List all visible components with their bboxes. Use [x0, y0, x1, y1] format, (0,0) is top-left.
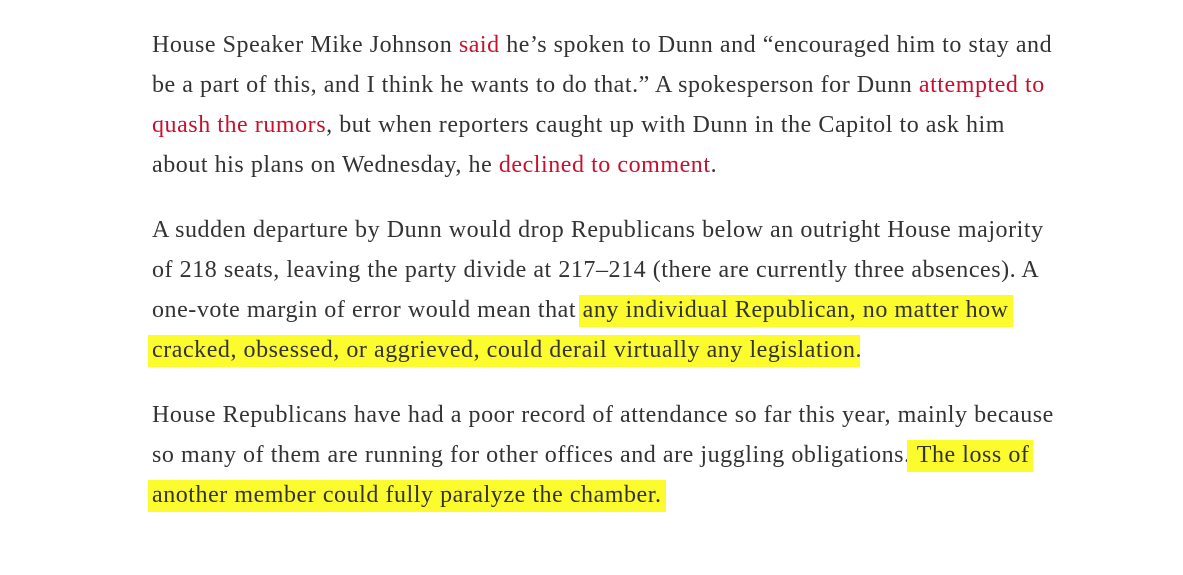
text-run: House Speaker Mike Johnson — [152, 32, 459, 58]
article-body: House Speaker Mike Johnson said he’s spo… — [148, 25, 1064, 540]
text-run: . — [710, 152, 718, 178]
text-run: . — [855, 337, 863, 363]
paragraph: A sudden departure by Dunn would drop Re… — [148, 210, 1064, 370]
inline-link[interactable]: said — [458, 32, 500, 58]
text-run: , but when reporters caught up with Dunn… — [152, 112, 1005, 178]
text-run: A sudden departure by Dunn would drop Re… — [152, 217, 1044, 323]
inline-link[interactable]: attempted to quash the rumors — [152, 72, 1045, 138]
text-run: House Republicans have had a poor record… — [152, 402, 1054, 468]
paragraph: House Speaker Mike Johnson said he’s spo… — [152, 25, 1064, 185]
paragraph: House Republicans have had a poor record… — [148, 395, 1064, 515]
inline-link[interactable]: declined to comment — [498, 152, 711, 178]
text-run: he’s spoken to Dunn and “encouraged him … — [152, 32, 1053, 98]
